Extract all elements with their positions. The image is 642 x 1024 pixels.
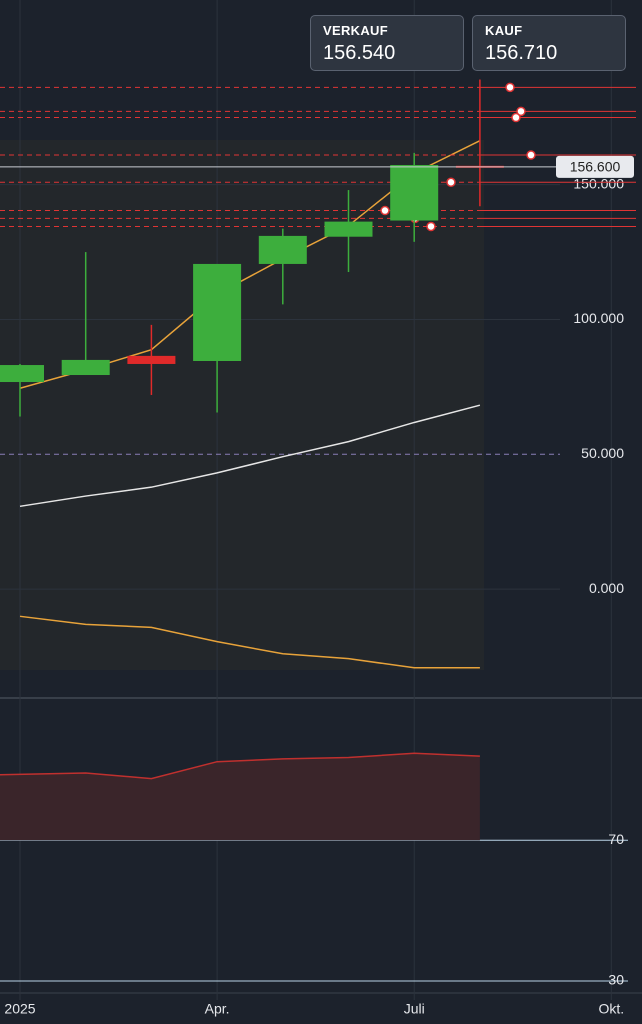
sell-button[interactable]: VERKAUF 156.540: [310, 15, 464, 71]
y-tick-label: 100.000: [573, 310, 624, 326]
level-handle: [426, 221, 436, 232]
x-tick-label: Juli: [404, 1001, 425, 1017]
last-price-label: 156.600: [570, 159, 621, 175]
rsi-tick-label: 30: [608, 972, 624, 988]
last-price-tag: [556, 155, 634, 178]
rsi-line: [0, 752, 480, 780]
level-handle: [446, 177, 456, 188]
overlay-line: [19, 615, 480, 669]
candle-body: [324, 221, 373, 237]
candle-body: [0, 365, 44, 383]
level-handle: [511, 112, 521, 123]
level-handle: [380, 205, 390, 216]
candle-body: [193, 263, 242, 361]
plot-shade: [0, 140, 484, 670]
level-handle: [526, 150, 536, 160]
sell-label: VERKAUF: [323, 23, 388, 38]
candle-body: [61, 359, 110, 376]
level-handle: [516, 106, 526, 117]
sell-price: 156.540: [323, 42, 396, 64]
rsi-area: [0, 753, 480, 841]
candle-body: [127, 355, 176, 364]
level-handle: [505, 82, 515, 93]
x-tick-label: Okt.: [598, 1001, 624, 1017]
candle-body: [258, 235, 307, 264]
overlay-line: [19, 404, 481, 508]
x-tick-label: 2025: [4, 1001, 35, 1017]
buy-button[interactable]: KAUF 156.710: [472, 15, 626, 71]
y-tick-label: 50.000: [581, 445, 624, 461]
rsi-tick-label: 70: [608, 831, 624, 847]
buy-label: KAUF: [485, 23, 523, 38]
candle-body: [390, 164, 439, 221]
buy-price: 156.710: [485, 42, 558, 64]
x-tick-label: Apr.: [205, 1001, 230, 1017]
y-tick-label: 0.000: [589, 580, 624, 596]
y-tick-label: 150.000: [573, 175, 624, 191]
